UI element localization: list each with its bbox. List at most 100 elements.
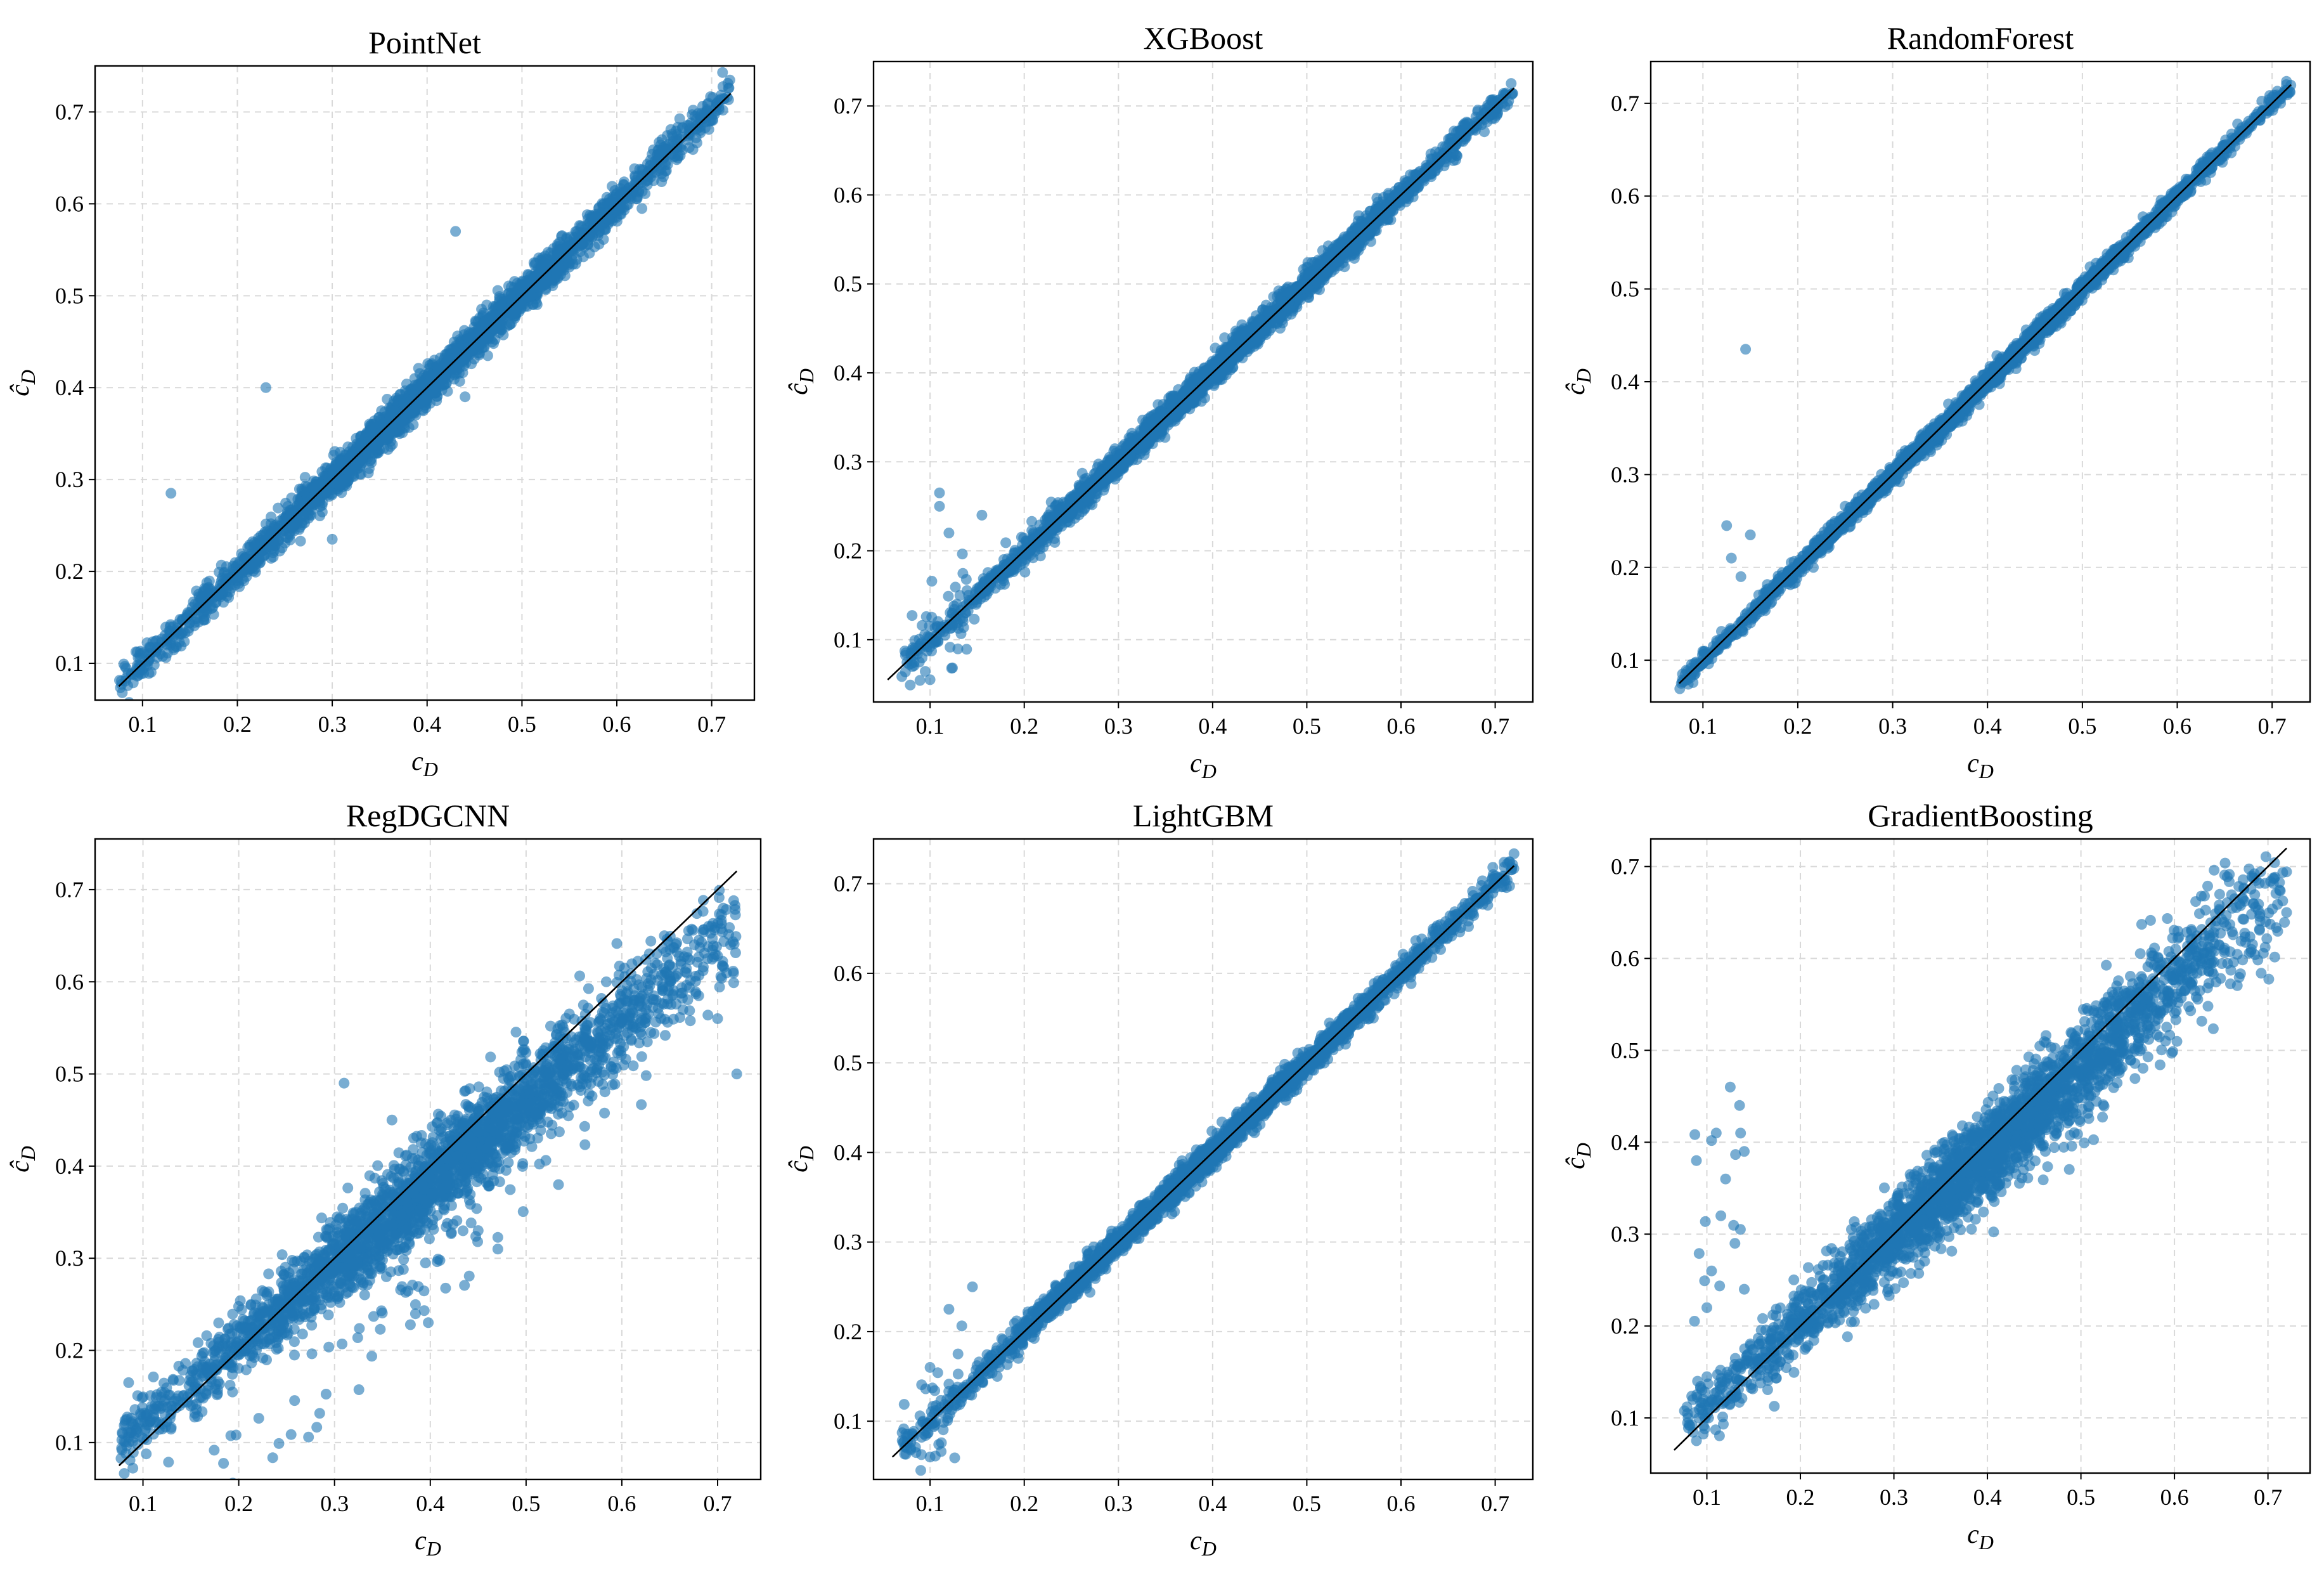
data-point xyxy=(722,77,733,89)
x-tick-label: 0.7 xyxy=(697,711,726,737)
data-point xyxy=(442,355,453,366)
panel-pointnet: PointNet 0.1 0.2 0.3 0.4 0.5 0.6 0.70.10.20.30… xyxy=(6,25,756,781)
data-point xyxy=(920,666,931,677)
panel-xgboost: XGBoost 0.1 0.2 0.3 0.4 0.5 0.6 0.70.10.20.30.… xyxy=(784,20,1534,783)
data-point xyxy=(198,614,209,626)
panel-title: PointNet xyxy=(368,25,481,60)
data-point xyxy=(629,171,641,183)
data-point xyxy=(151,635,162,646)
data-point xyxy=(478,341,489,353)
data-point xyxy=(219,566,230,578)
data-point xyxy=(607,181,618,192)
x-tick-label: 0.5 xyxy=(508,711,536,737)
data-point xyxy=(605,196,617,207)
data-point xyxy=(260,543,271,555)
data-point xyxy=(957,549,968,560)
data-point xyxy=(399,417,410,429)
y-tick-label: 0.3 xyxy=(55,467,84,492)
data-point xyxy=(287,521,299,533)
data-point xyxy=(978,573,989,584)
data-point xyxy=(175,628,186,639)
data-point xyxy=(255,557,266,568)
data-point xyxy=(394,428,405,439)
data-point xyxy=(269,545,280,556)
data-point xyxy=(1472,105,1483,115)
data-point xyxy=(945,642,956,653)
data-point xyxy=(551,267,562,278)
data-point xyxy=(581,209,593,221)
data-point xyxy=(398,398,410,409)
data-point xyxy=(498,329,509,341)
data-point xyxy=(654,136,665,148)
data-point xyxy=(623,183,635,194)
data-point xyxy=(546,275,557,287)
data-point xyxy=(723,94,734,105)
data-point xyxy=(255,530,266,542)
data-point xyxy=(361,443,372,454)
data-point xyxy=(661,145,672,157)
data-point xyxy=(457,367,468,379)
data-point xyxy=(482,350,493,361)
data-point xyxy=(1219,332,1230,344)
data-point xyxy=(969,613,980,625)
data-point xyxy=(193,591,205,602)
data-point xyxy=(196,602,207,613)
data-point xyxy=(1020,535,1031,547)
data-point xyxy=(157,651,168,662)
data-point xyxy=(556,231,567,242)
data-point xyxy=(920,611,932,622)
data-point xyxy=(1026,516,1038,527)
data-point xyxy=(320,462,332,474)
data-point xyxy=(387,439,398,450)
data-point xyxy=(184,606,196,618)
data-point xyxy=(128,668,139,680)
data-point xyxy=(260,382,271,393)
data-point xyxy=(164,621,176,632)
data-point xyxy=(649,155,661,167)
data-point xyxy=(943,590,954,602)
data-point xyxy=(344,468,356,479)
data-point xyxy=(479,317,490,328)
data-point xyxy=(545,259,556,271)
data-point xyxy=(705,91,716,102)
data-point xyxy=(448,367,460,379)
data-point xyxy=(144,641,155,653)
data-point xyxy=(914,675,926,686)
data-point xyxy=(170,640,181,652)
data-point xyxy=(488,315,500,326)
panel-title: XGBoost xyxy=(1144,20,1263,56)
data-point xyxy=(295,535,306,547)
identity-line xyxy=(118,93,732,687)
data-point xyxy=(440,378,451,389)
data-point xyxy=(308,497,320,508)
data-point xyxy=(384,410,395,420)
y-tick-label: 0.5 xyxy=(55,283,84,308)
data-point xyxy=(597,198,608,209)
data-point xyxy=(1348,252,1360,264)
plot-frame xyxy=(94,65,756,701)
y-tick-label: 0.6 xyxy=(55,191,84,216)
data-point xyxy=(646,167,657,179)
x-tick-label: 0.2 xyxy=(223,711,252,737)
data-point xyxy=(326,533,338,545)
data-point xyxy=(165,488,177,499)
y-tick-label: 0.2 xyxy=(55,559,84,584)
data-point xyxy=(530,267,541,278)
data-point xyxy=(481,299,493,311)
data-point xyxy=(321,487,332,498)
data-point xyxy=(316,500,328,511)
data-point xyxy=(515,299,526,310)
data-point xyxy=(1019,566,1031,578)
data-point xyxy=(1123,432,1135,443)
data-point xyxy=(1210,342,1221,354)
data-point xyxy=(674,113,685,124)
x-axis-label: cD xyxy=(411,747,438,781)
data-point xyxy=(506,298,517,309)
x-tick-label: 0.6 xyxy=(603,711,631,737)
data-point xyxy=(1302,257,1314,268)
data-point xyxy=(671,131,683,143)
data-point xyxy=(950,581,961,593)
data-point xyxy=(474,349,484,361)
data-point xyxy=(1165,391,1177,402)
